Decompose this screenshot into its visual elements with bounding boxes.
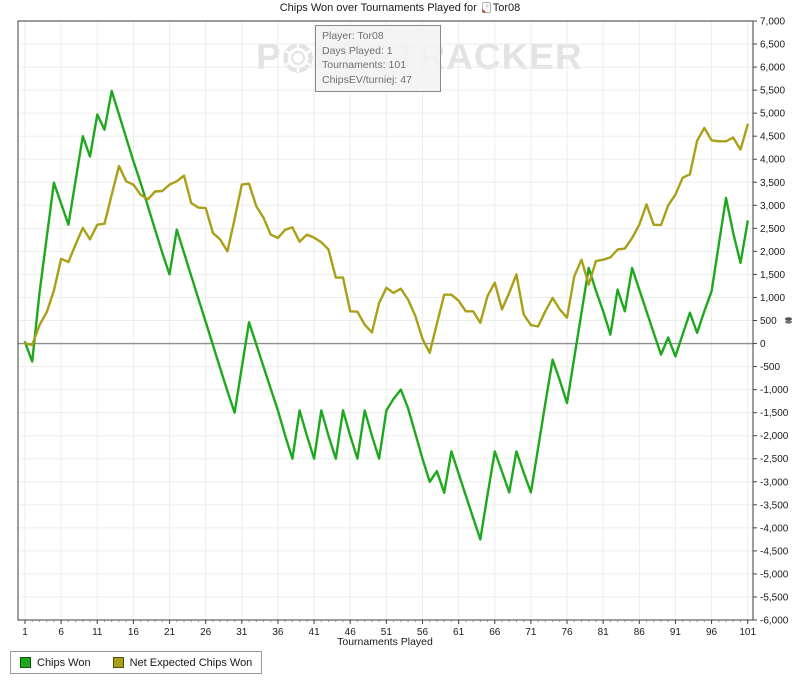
x-tick-label: 1 xyxy=(22,627,28,638)
tooltip-days-played: Days Played: 1 xyxy=(322,44,393,57)
chart-title-player: Tor08 xyxy=(492,2,521,14)
y-tick-label: 3,000 xyxy=(760,201,785,212)
y-tick-label: -4,000 xyxy=(760,523,789,534)
net-expected-swatch xyxy=(112,657,124,668)
x-tick-label: 91 xyxy=(670,627,682,638)
y-tick-label: 4,000 xyxy=(760,155,785,166)
y-tick-label: -3,500 xyxy=(760,500,789,511)
y-tick-label: -5,500 xyxy=(760,592,789,603)
x-tick-label: 76 xyxy=(561,627,573,638)
y-tick-label: 6,000 xyxy=(760,63,785,74)
x-tick-label: 26 xyxy=(200,627,212,638)
hover-tooltip: Player: Tor08 Days Played: 1 Tournaments… xyxy=(315,25,441,92)
x-tick-label: 11 xyxy=(92,627,103,638)
chips-won-swatch xyxy=(20,657,31,668)
x-tick-label: 51 xyxy=(381,627,393,638)
x-tick-label: 66 xyxy=(489,627,501,638)
y-tick-label: 2,000 xyxy=(760,247,785,258)
tooltip-chips-ev: ChipsEV/turniej: 47 xyxy=(322,73,412,86)
y-tick-label: -2,500 xyxy=(760,454,789,465)
watermark-text-left: P xyxy=(256,36,282,77)
player-icon xyxy=(481,2,491,16)
x-tick-label: 6 xyxy=(58,627,64,638)
y-tick-label: -1,500 xyxy=(760,408,789,419)
y-tick-label: 6,500 xyxy=(760,40,785,51)
x-tick-label: 86 xyxy=(634,627,646,638)
x-tick-label: 16 xyxy=(128,627,140,638)
chart-title: Chips Won over Tournaments Played for Tor… xyxy=(0,2,800,16)
chart-plot-area[interactable]: -6,000 -5,500 -5,000 -4,500 -4,000 -3,500 -3,0… xyxy=(0,0,800,660)
y-tick-label: -1,000 xyxy=(760,385,789,396)
chips-axis-icon xyxy=(784,312,793,330)
x-tick-label: 101 xyxy=(739,627,756,638)
x-tick-label: 96 xyxy=(706,627,718,638)
poker-chip-icon xyxy=(282,40,313,82)
x-axis-title: Tournaments Played xyxy=(337,636,433,648)
y-tick-label: 1,500 xyxy=(760,270,785,281)
x-tick-label: 31 xyxy=(236,627,248,638)
y-tick-label: 1,000 xyxy=(760,293,785,304)
y-tick-label: 500 xyxy=(760,316,777,327)
y-tick-label: 5,500 xyxy=(760,86,785,97)
legend-label-net-expected: Net Expected Chips Won xyxy=(129,656,253,669)
legend-item-chips-won[interactable]: Chips Won xyxy=(20,657,91,669)
x-tick-label: 56 xyxy=(417,627,429,638)
y-tick-label: 0 xyxy=(760,339,766,350)
y-tick-label: -500 xyxy=(760,362,780,373)
x-tick-label: 71 xyxy=(525,627,537,638)
y-tick-label: -5,000 xyxy=(760,569,789,580)
y-tick-label: 4,500 xyxy=(760,132,785,143)
net-expected-line xyxy=(23,123,749,354)
y-tick-label: 7,000 xyxy=(760,17,785,28)
y-tick-label: 2,500 xyxy=(760,224,785,235)
y-tick-label: 3,500 xyxy=(760,178,785,189)
tooltip-tournaments: Tournaments: 101 xyxy=(322,59,407,71)
x-tick-label: 46 xyxy=(345,627,357,638)
x-tick-label: 81 xyxy=(598,627,610,638)
legend-item-net-expected[interactable]: Net Expected Chips Won xyxy=(112,656,253,669)
y-tick-label: -2,000 xyxy=(760,431,789,442)
tooltip-player: Player: Tor08 xyxy=(322,30,384,42)
x-tick-label: 36 xyxy=(272,627,284,638)
x-tick-label: 61 xyxy=(453,627,465,638)
x-tick-label: 41 xyxy=(309,627,321,638)
y-tick-label: 5,000 xyxy=(760,109,785,120)
x-tick-label: 21 xyxy=(164,627,176,638)
y-tick-label: -3,000 xyxy=(760,477,789,488)
chart-title-text: Chips Won over Tournaments Played for xyxy=(279,2,477,14)
chart-legend: Chips Won Net Expected Chips Won xyxy=(10,651,263,674)
y-tick-label: -4,500 xyxy=(760,546,789,557)
y-tick-label: -6,000 xyxy=(760,616,789,627)
legend-label-chips-won: Chips Won xyxy=(37,656,91,669)
